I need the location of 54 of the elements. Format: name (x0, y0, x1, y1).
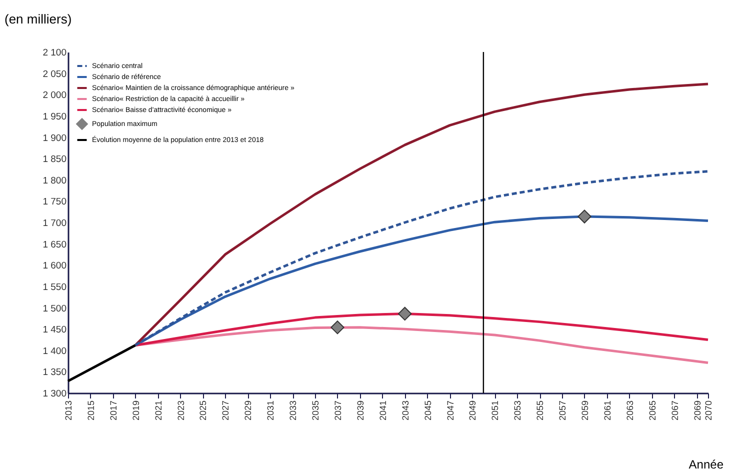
x-tick-label: 2015 (86, 400, 96, 421)
x-tick-label: 2025 (198, 400, 208, 421)
x-tick-label: 2047 (445, 400, 456, 421)
y-tick-label: 1 600 (42, 260, 66, 272)
y-tick-label: 2 000 (42, 90, 66, 102)
x-axis-title: Année (688, 458, 724, 472)
x-tick-label: 2035 (310, 400, 321, 421)
y-tick-label: 1 550 (42, 282, 66, 293)
x-tick-label: 2061 (602, 400, 612, 421)
x-tick-label: 2049 (468, 400, 478, 421)
x-tick-label: 2033 (288, 400, 298, 421)
x-tick-label: 2029 (243, 400, 254, 421)
x-tick-label: 2063 (624, 400, 635, 421)
y-tick-label: 1 400 (42, 346, 66, 357)
x-tick-label: 2043 (400, 400, 410, 421)
y-tick-label: 1 950 (42, 111, 66, 122)
x-tick-label: 2069 (692, 400, 702, 421)
x-tick-label: 2041 (378, 400, 388, 421)
x-tick-label: 2067 (670, 400, 680, 421)
x-tick-label: 2021 (153, 400, 164, 421)
x-tick-label: 2031 (266, 400, 276, 421)
x-tick-label: 2057 (558, 400, 568, 421)
x-tick-label: 2039 (355, 400, 366, 421)
y-tick-label: 2 050 (42, 68, 66, 80)
y-tick-label: 1 900 (42, 132, 66, 144)
x-tick-label: 2023 (176, 400, 186, 421)
x-tick-label: 2059 (580, 400, 590, 421)
y-tick-label: 1 700 (42, 218, 66, 229)
x-tick-label: 2051 (490, 400, 500, 421)
y-axis-title: (en milliers) (4, 12, 72, 26)
y-tick-label: 1 350 (42, 367, 66, 378)
x-tick-label: 2019 (130, 400, 141, 421)
point (578, 210, 592, 224)
line-series (134, 326, 710, 364)
x-tick-label: 2053 (512, 400, 523, 421)
x-tick-label: 2055 (535, 400, 546, 421)
point (398, 306, 412, 321)
x-tick-label: 2027 (220, 400, 231, 421)
x-tick-label: 2070 (704, 400, 714, 421)
x-tick-label: 2065 (647, 400, 658, 421)
y-tick-label: 1 850 (42, 154, 66, 166)
y-tick-label: 1 800 (42, 175, 66, 186)
x-tick-label: 2037 (332, 400, 343, 421)
y-tick-label: 1 300 (42, 388, 66, 400)
x-tick-label: 2013 (64, 400, 74, 421)
y-tick-label: 1 750 (42, 196, 66, 208)
point (330, 320, 344, 334)
y-tick-label: 1 650 (42, 239, 66, 250)
y-tick-label: 1 500 (42, 303, 66, 314)
x-tick-label: 2017 (108, 400, 118, 421)
x-tick-label: 2045 (422, 400, 433, 421)
y-tick-label: 2 100 (42, 48, 66, 58)
line-series (134, 170, 710, 347)
y-tick-label: 1 450 (42, 324, 66, 336)
